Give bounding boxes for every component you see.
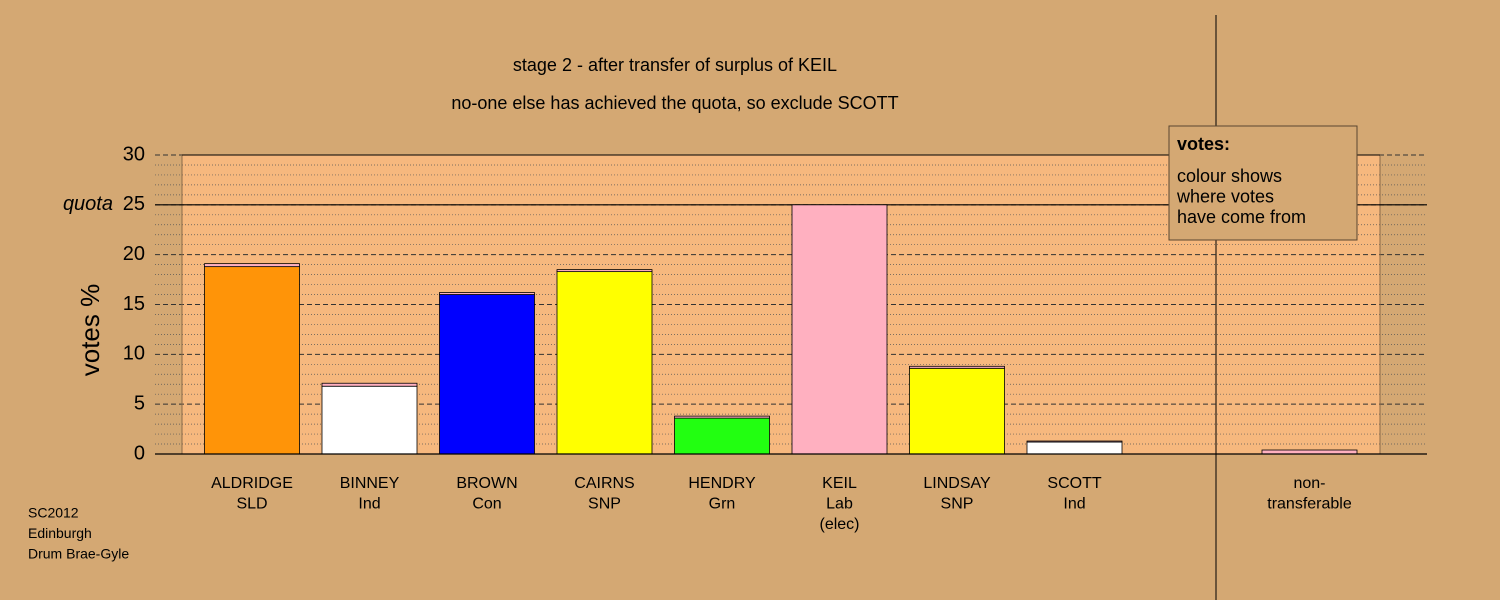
bar-segment bbox=[1026, 440, 1123, 443]
y-tick-label: 20 bbox=[123, 243, 145, 265]
y-tick-label: 30 bbox=[123, 143, 145, 165]
x-tick-label: LINDSAY bbox=[923, 475, 991, 492]
bar-segment bbox=[321, 382, 418, 387]
x-tick-label: Grn bbox=[709, 496, 736, 513]
x-tick-label: SNP bbox=[588, 496, 621, 513]
legend-text: colour shows bbox=[1177, 166, 1282, 186]
y-axis-label: votes % bbox=[75, 284, 105, 377]
chart-title: stage 2 - after transfer of surplus of K… bbox=[513, 55, 837, 75]
legend-text: where votes bbox=[1176, 186, 1274, 206]
y-tick-label: 25 bbox=[123, 193, 145, 215]
y-tick-label: 10 bbox=[123, 343, 145, 365]
x-tick-label: BINNEY bbox=[340, 475, 400, 492]
quota-label: quota bbox=[63, 193, 113, 215]
footer-text: Edinburgh bbox=[28, 525, 92, 541]
x-tick-label: HENDRY bbox=[688, 475, 756, 492]
footer-text: Drum Brae-Gyle bbox=[28, 546, 129, 562]
y-tick-label: 0 bbox=[134, 442, 145, 464]
legend-box bbox=[1168, 125, 1358, 241]
bar-segment bbox=[674, 415, 770, 419]
y-tick-label: 5 bbox=[134, 392, 145, 414]
x-tick-label: SCOTT bbox=[1047, 475, 1101, 492]
bar-segment bbox=[1026, 441, 1123, 455]
bar-segment bbox=[439, 292, 535, 295]
x-tick-label: Ind bbox=[358, 496, 380, 513]
bar-segment bbox=[556, 271, 653, 455]
x-tick-label: BROWN bbox=[456, 475, 517, 492]
legend-title: votes: bbox=[1177, 134, 1230, 154]
x-tick-label: transferable bbox=[1267, 496, 1352, 513]
x-tick-label: Lab bbox=[826, 496, 853, 513]
x-tick-label: non- bbox=[1293, 475, 1325, 492]
bar-segment bbox=[909, 365, 1005, 369]
x-tick-label: SLD bbox=[236, 496, 267, 513]
bar-segment bbox=[791, 204, 888, 455]
x-tick-label: KEIL bbox=[822, 475, 857, 492]
chart-subtitle: no-one else has achieved the quota, so e… bbox=[451, 93, 898, 113]
bar-segment bbox=[556, 269, 653, 273]
bar-segment bbox=[321, 385, 418, 455]
bar-segment bbox=[204, 263, 300, 268]
y-tick-label: 15 bbox=[123, 293, 145, 315]
x-tick-label: ALDRIDGE bbox=[211, 475, 293, 492]
footer-text: SC2012 bbox=[28, 505, 79, 521]
legend-text: have come from bbox=[1177, 207, 1306, 227]
bar-segment bbox=[674, 417, 770, 455]
bar-segment bbox=[439, 294, 535, 455]
x-tick-label: SNP bbox=[941, 496, 974, 513]
x-tick-label: Con bbox=[472, 496, 501, 513]
x-tick-label: CAIRNS bbox=[574, 475, 634, 492]
x-tick-label: (elec) bbox=[819, 516, 859, 533]
bar-segment bbox=[204, 266, 300, 455]
x-tick-label: Ind bbox=[1063, 496, 1085, 513]
bar-segment bbox=[909, 367, 1005, 455]
